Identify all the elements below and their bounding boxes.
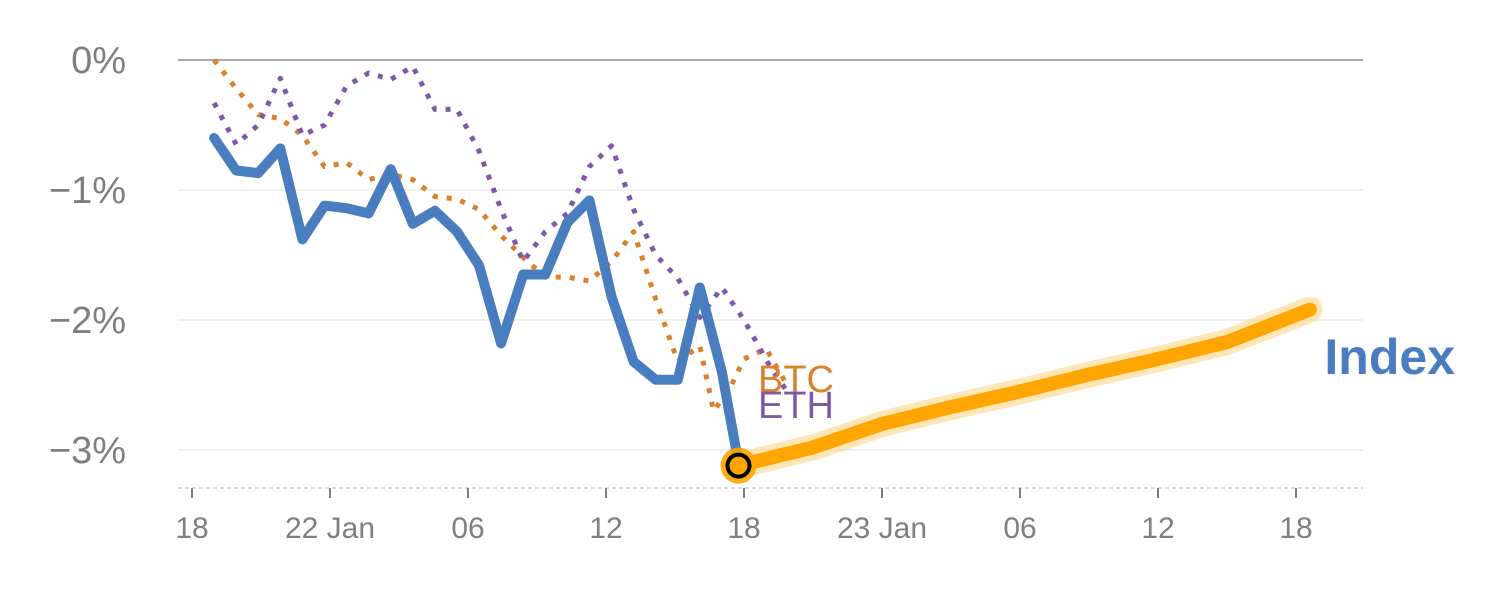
index-line bbox=[209, 133, 744, 468]
btc-line bbox=[212, 58, 788, 414]
x-tick-label: 18 bbox=[1279, 512, 1312, 545]
series-lines bbox=[209, 58, 1323, 479]
index-projection-line bbox=[731, 302, 1317, 473]
x-tick-label: 18 bbox=[727, 512, 760, 545]
axes: 0% −1% −2% −3% 18 22 Jan 06 12 18 23 Jan 06 12 18 bbox=[49, 40, 1363, 545]
x-tick-label: 18 bbox=[175, 512, 208, 545]
x-tick-label: 22 Jan bbox=[285, 512, 375, 545]
x-tick-label: 12 bbox=[589, 512, 622, 545]
x-tick-label: 06 bbox=[451, 512, 484, 545]
label-eth: ETH bbox=[758, 385, 834, 427]
x-tick-label: 23 Jan bbox=[837, 512, 927, 545]
y-tick-label: −3% bbox=[49, 430, 126, 472]
y-tick-label: −2% bbox=[49, 300, 126, 342]
x-tick-label: 12 bbox=[1141, 512, 1174, 545]
label-index: Index bbox=[1324, 329, 1455, 385]
y-tick-label: 0% bbox=[71, 40, 126, 82]
x-tick-label: 06 bbox=[1003, 512, 1036, 545]
markers bbox=[720, 447, 757, 484]
marker-point bbox=[725, 452, 752, 479]
label-btc: BTC bbox=[758, 359, 834, 401]
y-tick-label: −1% bbox=[49, 170, 126, 212]
